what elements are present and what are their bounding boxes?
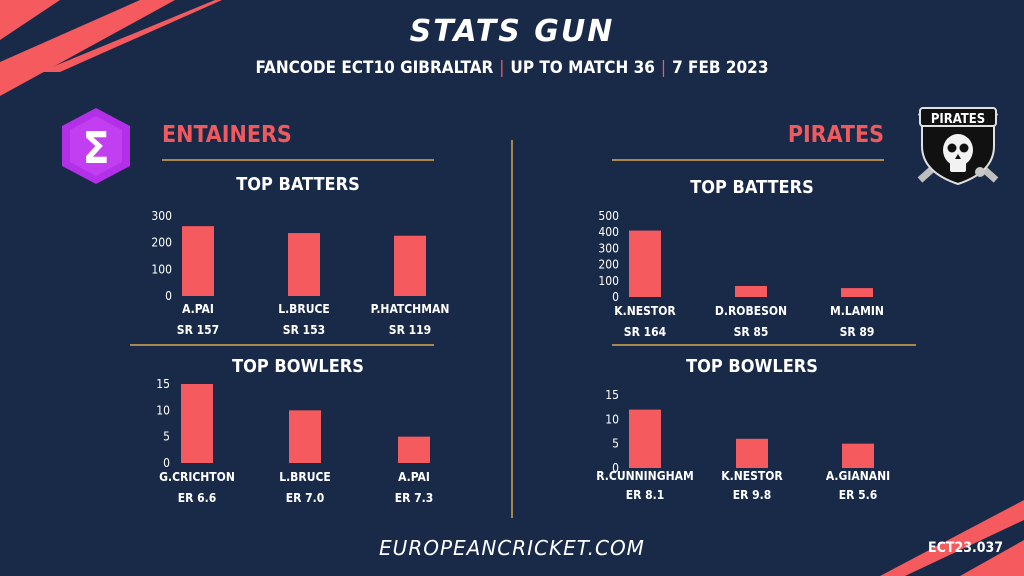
pirates-batters-ytick: 200 — [598, 258, 619, 272]
entainers-batters-rate-label: SR 153 — [283, 323, 325, 337]
pirates-bowlers-ytick: 5 — [612, 437, 619, 451]
pirates-bowlers-bar — [736, 438, 768, 468]
page-title: STATS GUN — [409, 14, 615, 49]
subtitle-match: UP TO MATCH 36 — [510, 58, 655, 78]
entainers-bowlers-rate-label: ER 6.6 — [178, 491, 217, 505]
entainers-batters-bar — [394, 235, 426, 296]
pirates-batters-ytick: 300 — [598, 241, 619, 255]
entainers-bowlers-rate-label: ER 7.0 — [286, 491, 325, 505]
entainers-bowlers-rate-label: ER 7.3 — [395, 491, 434, 505]
pirates-batters-bar — [735, 285, 767, 297]
pirates-logo: PIRATES — [917, 107, 999, 186]
subtitle-date: 7 FEB 2023 — [672, 58, 769, 78]
pirates-logo-text: PIRATES — [931, 112, 985, 127]
footer-site: EUROPEANCRICKET.COM — [379, 536, 645, 560]
entainers-batters-rate-label: SR 157 — [177, 323, 219, 337]
team-name-pirates: PIRATES — [787, 122, 884, 148]
entainers-bowlers-category-label: A.PAI — [398, 470, 430, 484]
entainers-batters-ytick: 0 — [165, 289, 172, 303]
pirates-bowlers-ytick: 0 — [612, 461, 619, 475]
entainers-logo-glyph: Σ — [82, 123, 109, 174]
entainers-batters-ytick: 100 — [151, 262, 172, 276]
pirates-bowlers-rate-label: ER 9.8 — [733, 488, 772, 502]
entainers-top-batters-title: TOP BATTERS — [236, 174, 360, 195]
entainers-bowlers-ytick: 5 — [163, 430, 170, 444]
pirates-bowlers-ytick: 10 — [605, 412, 619, 426]
pirates-bowlers-rate-label: ER 8.1 — [626, 488, 665, 502]
subtitle-competition: FANCODE ECT10 GIBRALTAR — [255, 58, 494, 78]
pirates-batters-ytick: 500 — [598, 209, 619, 223]
entainers-batters-ytick: 200 — [151, 236, 172, 250]
entainers-bowlers-ytick: 10 — [156, 403, 170, 417]
pirates-batters-bar — [629, 230, 661, 297]
page-subtitle: FANCODE ECT10 GIBRALTAR | UP TO MATCH 36 | 7… — [255, 58, 769, 78]
footer-code: ECT23.037 — [928, 540, 1004, 556]
entainers-batters-bar — [182, 226, 214, 296]
pirates-batters-ytick: 0 — [612, 290, 619, 304]
pirates-bowlers-category-label: K.NESTOR — [721, 469, 783, 483]
entainers-bowlers-bar — [398, 436, 430, 463]
entainers-top-bowlers-title: TOP BOWLERS — [232, 356, 364, 377]
pirates-batters-ytick: 400 — [598, 225, 619, 239]
team-name-entainers: ENTAINERS — [162, 122, 292, 148]
pirates-bowlers-bar — [629, 409, 661, 468]
pirates-batters-ytick: 100 — [598, 274, 619, 288]
pirates-bowlers-bar — [842, 443, 874, 468]
pirates-bowlers-ytick: 15 — [605, 388, 619, 402]
pirates-top-bowlers-title: TOP BOWLERS — [686, 356, 818, 377]
pirates-batters-rate-label: SR 164 — [624, 325, 667, 339]
pirates-batters-rate-label: SR 89 — [840, 325, 875, 339]
pirates-bowlers-category-label: A.GIANANI — [826, 469, 890, 483]
entainers-bowlers-ytick: 0 — [163, 456, 170, 470]
entainers-bowlers-category-label: G.CRICHTON — [159, 470, 235, 484]
pirates-top-batters-title: TOP BATTERS — [690, 177, 814, 198]
entainers-batters-ytick: 300 — [151, 209, 172, 223]
entainers-batters-category-label: P.HATCHMAN — [371, 302, 450, 316]
entainers-bowlers-category-label: L.BRUCE — [279, 470, 331, 484]
entainers-bowlers-ytick: 15 — [156, 377, 170, 391]
pirates-batters-category-label: M.LAMIN — [830, 304, 884, 318]
pirates-batters-category-label: K.NESTOR — [614, 304, 676, 318]
entainers-batters-category-label: L.BRUCE — [278, 302, 330, 316]
pirates-batters-bar — [841, 288, 873, 297]
entainers-batters-rate-label: SR 119 — [389, 323, 431, 337]
pirates-batters-category-label: D.ROBESON — [715, 304, 787, 318]
entainers-logo: Σ — [62, 108, 130, 184]
pirates-bowlers-rate-label: ER 5.6 — [839, 488, 878, 502]
entainers-bowlers-bar — [289, 410, 321, 463]
pirates-batters-rate-label: SR 85 — [734, 325, 769, 339]
pirates-bowlers-category-label: R.CUNNINGHAM — [596, 469, 693, 483]
entainers-batters-category-label: A.PAI — [182, 302, 214, 316]
entainers-bowlers-bar — [181, 384, 213, 463]
entainers-batters-bar — [288, 233, 320, 296]
